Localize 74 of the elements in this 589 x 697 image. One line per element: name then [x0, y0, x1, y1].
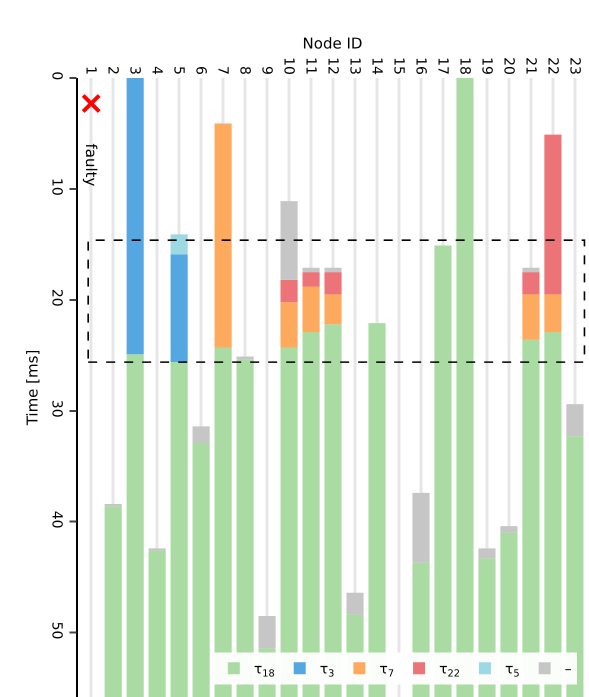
bar	[280, 280, 298, 302]
x-tick-label: 18	[456, 57, 472, 75]
bar	[412, 492, 430, 563]
bar	[478, 548, 496, 558]
y-tick-label: 20	[48, 288, 64, 307]
legend-label: τ$_{18}$	[254, 662, 275, 680]
bar	[104, 506, 122, 697]
x-tick-label: 23	[566, 57, 582, 75]
x-tick-label: 11	[302, 57, 319, 75]
x-tick-label: 8	[236, 66, 253, 75]
x-tick-label: 5	[170, 66, 187, 75]
bar	[170, 234, 188, 254]
x-tick-label: 14	[368, 57, 384, 75]
x-tick-label: 16	[412, 57, 428, 75]
bar	[148, 550, 166, 697]
bar	[566, 436, 584, 697]
bar	[522, 294, 540, 340]
x-tick-label: 21	[522, 57, 538, 75]
bar	[522, 272, 540, 294]
x-tick-label: 4	[148, 66, 165, 75]
bar	[280, 201, 298, 280]
y-tick-label: 30	[48, 400, 64, 418]
y-tick-label: 50	[48, 622, 64, 640]
x-tick-label: 7	[214, 66, 231, 75]
y-axis-title: Time [ms]	[24, 350, 42, 426]
x-tick-label: 9	[258, 66, 275, 75]
x-tick-label: 22	[544, 57, 560, 75]
bar	[170, 254, 188, 362]
x-tick-label: 15	[390, 57, 406, 75]
x-tick-label: 20	[500, 57, 516, 75]
legend-label: τ$_{7}$	[379, 662, 394, 680]
bar	[346, 592, 364, 615]
bar	[302, 272, 320, 287]
x-tick-label: 1	[82, 66, 99, 75]
bar	[170, 362, 188, 697]
y-tick-label: 10	[48, 178, 64, 196]
bar	[192, 426, 210, 443]
bar	[214, 123, 232, 348]
bar	[192, 442, 210, 697]
bar	[280, 348, 298, 697]
bar	[258, 616, 276, 648]
x-tick-label: 6	[192, 66, 209, 75]
bar	[236, 356, 254, 360]
bar	[522, 268, 540, 272]
legend-label: τ$_{5}$	[504, 662, 520, 680]
bar	[544, 134, 562, 294]
bar	[104, 504, 122, 506]
y-tick-label: 0	[48, 71, 64, 80]
annotation: faulty	[82, 143, 100, 186]
bar	[324, 294, 342, 324]
bar	[302, 268, 320, 272]
x-tick-label: 2	[104, 66, 121, 75]
x-tick-label: 19	[478, 57, 494, 75]
bar	[126, 78, 144, 354]
bar	[126, 354, 144, 697]
x-tick-label: 12	[324, 57, 340, 75]
bar	[324, 272, 342, 294]
bar	[500, 526, 518, 533]
x-tick-label: 3	[126, 66, 143, 75]
bar	[324, 268, 342, 272]
legend-label: τ$_{3}$	[320, 662, 334, 680]
legend-label: τ$_{22}$	[439, 662, 460, 680]
bar	[544, 294, 562, 332]
x-tick-label: 13	[346, 57, 362, 75]
bar	[302, 286, 320, 332]
x-axis-title: Node ID	[302, 34, 362, 52]
x-tick-label: 17	[434, 57, 450, 75]
y-tick-label: 40	[48, 510, 64, 529]
x-tick-label: 10	[280, 57, 297, 75]
bar	[280, 302, 298, 348]
bar	[368, 323, 386, 697]
legend-label: –	[564, 662, 572, 678]
bar	[214, 348, 232, 697]
bar	[566, 404, 584, 436]
